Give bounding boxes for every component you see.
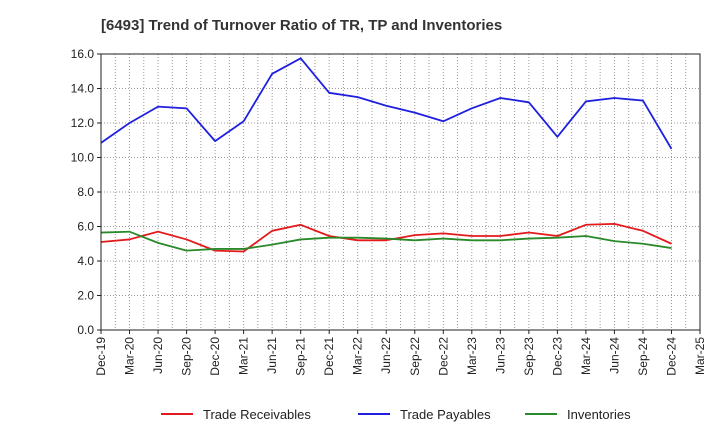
x-tick-label: Mar-23 [465,337,479,375]
x-tick-label: Jun-22 [379,337,393,374]
series-line-inventories [100,230,672,252]
x-tick-label: Sep-20 [180,337,194,376]
x-tick-label: Sep-21 [294,337,308,376]
y-tick-label: 4.0 [77,254,94,268]
legend-label: Inventories [567,407,631,422]
grid-lines [100,53,701,331]
x-tick-label: Sep-23 [522,337,536,376]
y-tick-label: 16.0 [71,47,95,61]
series-lines [100,57,673,253]
x-tick-label: Jun-21 [265,337,279,374]
y-tick-label: 6.0 [77,220,94,234]
x-tick-label: Dec-24 [664,337,678,376]
series-line-trade-payables [100,57,673,150]
y-tick-label: 10.0 [71,151,95,165]
y-tick-label: 14.0 [71,82,95,96]
x-tick-label: Jun-24 [607,337,621,374]
chart-title: [6493] Trend of Turnover Ratio of TR, TP… [101,17,502,34]
x-tick-label: Mar-24 [579,337,593,375]
legend-label: Trade Receivables [203,407,311,422]
x-tick-label: Dec-22 [436,337,450,376]
y-tick-label: 0.0 [77,323,94,337]
x-tick-label: Sep-22 [408,337,422,376]
x-tick-label: Mar-20 [123,337,137,375]
y-tick-label: 12.0 [71,116,95,130]
x-axis: Dec-19 Mar-20 Jun-20 Sep-20 Dec-20 Mar-21 Jun-… [94,330,707,376]
x-tick-label: Jun-23 [493,337,507,374]
legend-label: Trade Payables [400,407,491,422]
x-tick-label: Mar-21 [237,337,251,375]
x-tick-label: Mar-22 [351,337,365,375]
x-tick-label: Dec-21 [322,337,336,376]
y-tick-label: 8.0 [77,185,94,199]
x-tick-label: Dec-23 [550,337,564,376]
series-line-trade-receivables [100,223,672,253]
y-tick-label: 2.0 [77,289,94,303]
x-tick-label: Dec-19 [94,337,108,376]
x-tick-label: Dec-20 [208,337,222,376]
x-tick-label: Jun-20 [151,337,165,374]
y-axis: 0.0 2.0 4.0 6.0 8.0 10.0 12.0 14.0 16.0 [71,47,101,337]
x-tick-label: Mar-25 [693,337,707,375]
legend: Trade Receivables Trade Payables Inventori… [161,407,631,422]
x-tick-label: Sep-24 [636,337,650,376]
